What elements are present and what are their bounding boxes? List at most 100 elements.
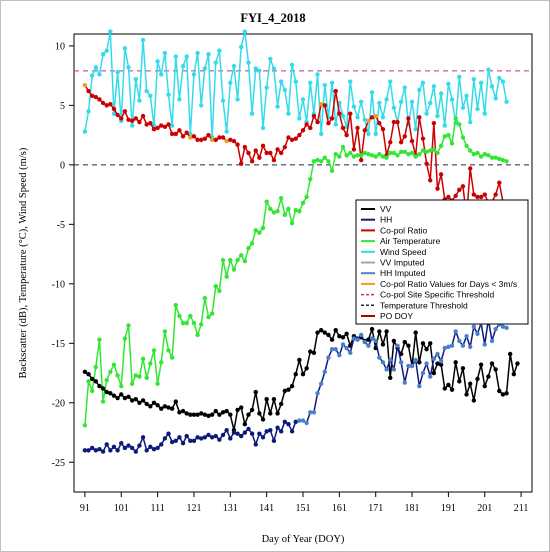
data-point [464,392,469,397]
data-point [420,136,426,141]
data-point [489,155,495,160]
data-point [511,372,517,377]
data-point [369,336,375,341]
data-point [475,106,480,112]
data-point [260,435,266,440]
data-point [438,91,444,96]
data-point [195,412,200,417]
data-point [388,375,393,380]
data-point [413,357,418,363]
data-point [271,210,277,215]
data-point [122,336,128,341]
data-point [377,329,382,334]
x-tick-label: 121 [186,503,201,514]
data-point [195,137,200,143]
data-point [362,339,367,345]
data-point [169,439,175,445]
data-point [471,324,477,329]
x-axis-label: Day of Year (DOY) [262,534,345,545]
data-point [297,418,302,423]
data-point [428,178,433,183]
series-co-pol-ratio [82,82,509,220]
data-point [89,73,95,78]
data-point [111,111,117,116]
data-point [428,100,433,106]
data-point [431,84,437,89]
data-point [235,431,240,436]
data-point [504,325,509,331]
data-point [191,438,197,444]
data-point [264,199,269,204]
data-point [402,149,407,154]
data-point [424,161,429,166]
data-point [155,402,160,408]
data-point [475,150,480,156]
data-point [337,352,342,358]
data-point [129,445,135,451]
data-point [239,161,244,166]
data-point [460,366,466,371]
data-point [199,103,204,108]
data-point [177,128,182,133]
data-point [108,369,113,375]
data-point [446,132,451,138]
data-point [409,150,415,156]
data-point [108,391,113,396]
data-point [246,245,251,251]
data-point [362,150,367,156]
legend-entry: Air Temperature [361,236,441,246]
data-point [275,147,280,152]
data-point [289,383,295,389]
data-point [391,119,397,125]
x-tick-label: 161 [332,503,347,514]
data-point [184,411,189,416]
data-point [257,155,262,160]
x-tick-label: 191 [441,503,456,514]
data-point [268,411,273,416]
data-point [380,360,386,365]
data-point [162,436,168,441]
data-point [340,113,346,119]
data-point [388,140,393,145]
legend-label: Co-pol Ratio Values for Days < 3m/s [380,279,517,289]
data-point [417,87,422,93]
data-point [311,410,317,415]
data-point [329,347,335,352]
data-point [159,406,164,411]
data-point [235,142,240,147]
data-point [137,98,142,103]
data-point [89,93,95,99]
data-point [111,393,117,398]
x-tick-label: 181 [405,503,420,514]
data-point [446,344,451,350]
data-point [348,79,353,84]
data-point [435,351,440,357]
data-point [159,72,164,77]
data-point [318,131,324,137]
data-point [337,333,342,339]
data-point [235,257,240,263]
data-point [337,111,342,116]
data-point [300,200,306,206]
data-point [486,374,491,379]
data-point [351,336,357,341]
data-point [144,448,149,453]
data-point [438,172,444,177]
data-point [326,121,331,126]
data-point [122,46,128,51]
data-point [344,345,349,351]
legend-label: Wind Speed [380,247,427,257]
data-point [471,192,477,197]
data-point [406,151,411,157]
data-point [169,406,175,411]
data-point [126,443,131,448]
data-point [337,154,342,159]
data-point [446,382,451,388]
data-point [206,432,211,438]
data-point [413,330,418,335]
data-point [308,349,313,354]
data-point [315,157,320,163]
data-point [188,438,193,444]
data-point [424,347,429,352]
data-point [304,122,309,127]
